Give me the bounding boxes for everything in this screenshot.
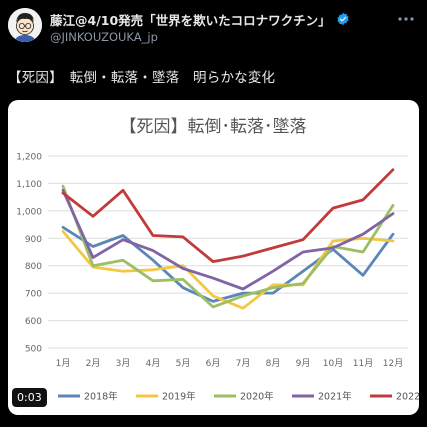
series-line-2021年 bbox=[61, 188, 395, 291]
y-tick-label: 800 bbox=[25, 262, 42, 272]
x-tick-label: 4月 bbox=[146, 358, 161, 369]
x-tick-label: 12月 bbox=[383, 358, 403, 369]
series-line-2018年 bbox=[61, 225, 395, 303]
legend-label: 2022年 bbox=[396, 391, 419, 403]
y-tick-label: 900 bbox=[25, 235, 42, 245]
line-chart: 【死因】転倒･転落･墜落 500 600 700 800 900 1,000 1,100 1,2… bbox=[16, 117, 419, 403]
y-tick-label: 500 bbox=[25, 345, 42, 355]
verified-badge-icon bbox=[337, 12, 349, 26]
y-tick-label: 600 bbox=[25, 317, 42, 327]
chart-title: 【死因】転倒･転落･墜落 bbox=[120, 117, 307, 137]
more-options-button[interactable] bbox=[395, 12, 417, 26]
avatar[interactable] bbox=[8, 8, 42, 42]
name-row: 藤江@4/10発売「世界を欺いたコロナワクチン」 bbox=[50, 10, 350, 28]
y-tick-label: 700 bbox=[25, 290, 42, 300]
y-tick-label: 1,000 bbox=[16, 207, 42, 217]
x-tick-label: 7月 bbox=[236, 358, 251, 369]
legend-label: 2018年 bbox=[84, 391, 118, 403]
x-tick-label: 11月 bbox=[353, 358, 373, 369]
x-tick-label: 9月 bbox=[296, 358, 311, 369]
avatar-cartoon-icon bbox=[8, 8, 42, 42]
legend-label: 2021年 bbox=[318, 391, 352, 403]
tweet-text: 【死因】 転倒・転落・墜落 明らかな変化 bbox=[8, 70, 276, 86]
author-display-name[interactable]: 藤江@4/10発売「世界を欺いたコロナワクチン」 bbox=[50, 12, 331, 28]
y-tick-label: 1,200 bbox=[16, 153, 42, 163]
x-tick-label: 2月 bbox=[86, 358, 101, 369]
video-media[interactable]: 【死因】転倒･転落･墜落 500 600 700 800 900 1,000 1,100 1,2… bbox=[8, 100, 419, 415]
legend-label: 2019年 bbox=[162, 391, 196, 403]
x-tick-label: 10月 bbox=[323, 358, 343, 369]
video-timestamp: 0:03 bbox=[12, 388, 47, 407]
y-tick-label: 1,100 bbox=[16, 180, 42, 190]
x-tick-label: 3月 bbox=[116, 358, 131, 369]
series-line-2020年 bbox=[61, 184, 395, 309]
x-tick-label: 5月 bbox=[176, 358, 191, 369]
tweet-header: 藤江@4/10発売「世界を欺いたコロナワクチン」 @JINKOUZOUKA_jp bbox=[8, 8, 419, 50]
x-tick-label: 8月 bbox=[266, 358, 281, 369]
x-tick-label: 6月 bbox=[206, 358, 221, 369]
more-horizontal-icon bbox=[398, 17, 414, 21]
author-handle[interactable]: @JINKOUZOUKA_jp bbox=[50, 30, 158, 44]
series-line-2022年 bbox=[61, 168, 395, 264]
x-tick-label: 1月 bbox=[56, 358, 71, 369]
legend-label: 2020年 bbox=[240, 391, 274, 403]
